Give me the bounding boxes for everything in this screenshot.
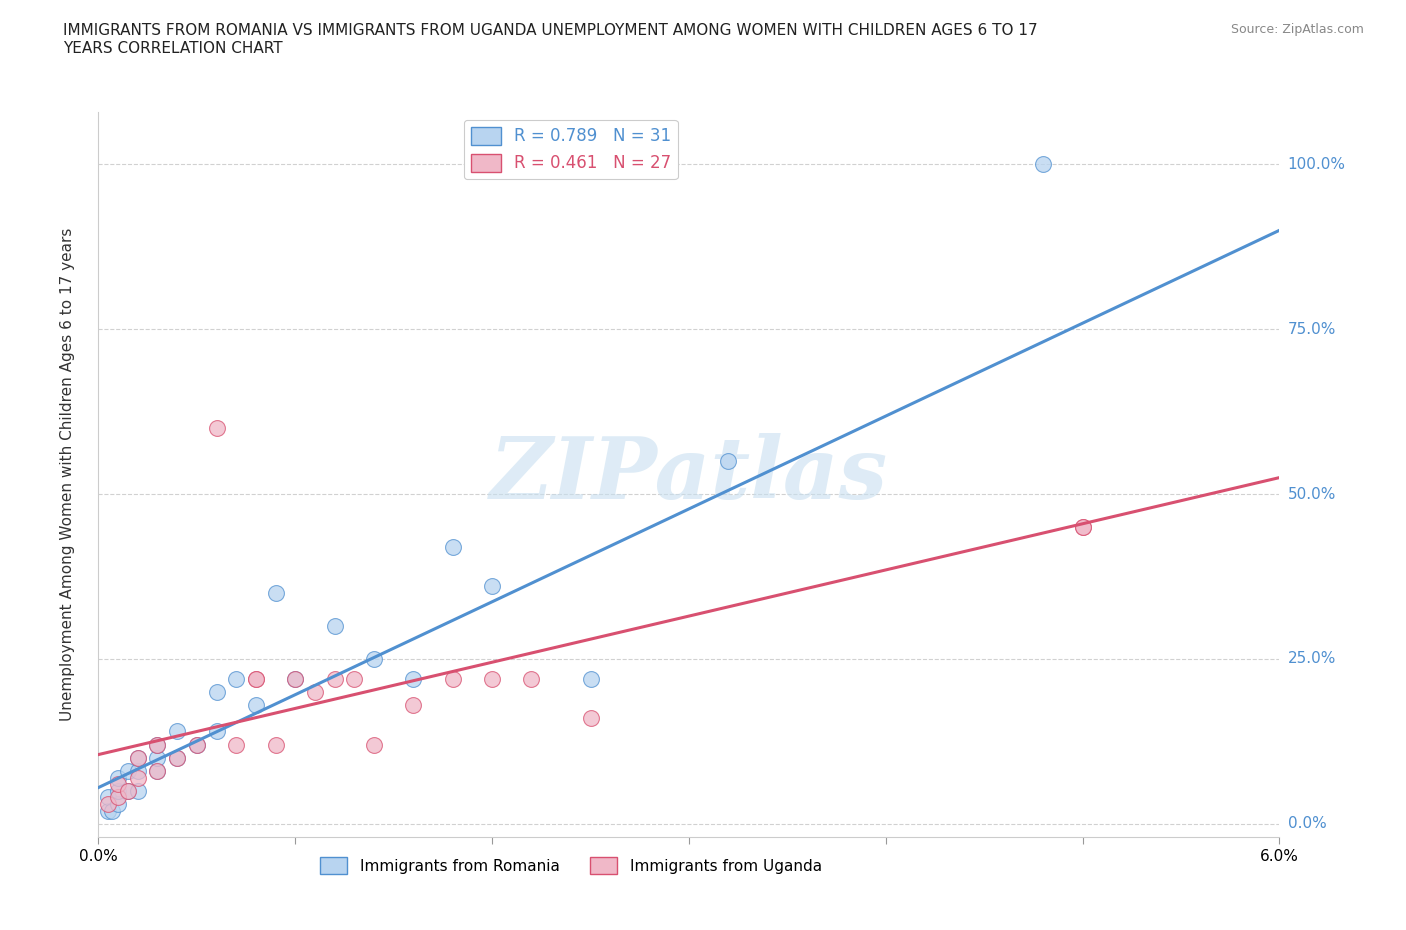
Point [117, 783, 139, 798]
Point [127, 751, 149, 765]
Text: 100.0%: 100.0% [1288, 157, 1346, 172]
Point [323, 618, 346, 633]
Point [225, 671, 247, 686]
Point [101, 804, 124, 818]
Point [146, 737, 169, 752]
Point [284, 671, 307, 686]
Point [579, 711, 602, 725]
Point [107, 790, 129, 804]
Point [402, 698, 425, 712]
Point [127, 751, 149, 765]
Point [363, 652, 385, 667]
Point [441, 671, 464, 686]
Point [97, 790, 120, 804]
Point [166, 751, 188, 765]
Point [107, 777, 129, 791]
Point [1071, 520, 1094, 535]
Point [1032, 157, 1054, 172]
Point [107, 797, 129, 812]
Point [481, 579, 503, 594]
Point [107, 770, 129, 785]
Point [245, 671, 267, 686]
Point [146, 737, 169, 752]
Point [264, 737, 287, 752]
Point [205, 420, 228, 435]
Point [402, 671, 425, 686]
Y-axis label: Unemployment Among Women with Children Ages 6 to 17 years: Unemployment Among Women with Children A… [60, 228, 75, 721]
Point [284, 671, 307, 686]
Point [127, 770, 149, 785]
Text: Source: ZipAtlas.com: Source: ZipAtlas.com [1230, 23, 1364, 36]
Point [127, 764, 149, 778]
Point [1071, 520, 1094, 535]
Text: ZIPatlas: ZIPatlas [489, 432, 889, 516]
Point [717, 454, 740, 469]
Text: 75.0%: 75.0% [1288, 322, 1336, 337]
Text: 25.0%: 25.0% [1288, 651, 1336, 667]
Text: IMMIGRANTS FROM ROMANIA VS IMMIGRANTS FROM UGANDA UNEMPLOYMENT AMONG WOMEN WITH : IMMIGRANTS FROM ROMANIA VS IMMIGRANTS FR… [63, 23, 1038, 56]
Point [146, 764, 169, 778]
Legend: Immigrants from Romania, Immigrants from Uganda: Immigrants from Romania, Immigrants from… [314, 851, 828, 880]
Point [166, 751, 188, 765]
Point [245, 698, 267, 712]
Point [304, 684, 326, 699]
Point [186, 737, 208, 752]
Point [107, 783, 129, 798]
Text: 50.0%: 50.0% [1288, 486, 1336, 501]
Point [520, 671, 543, 686]
Point [264, 586, 287, 601]
Text: 0.0%: 0.0% [1288, 817, 1326, 831]
Point [97, 804, 120, 818]
Point [117, 783, 139, 798]
Point [127, 783, 149, 798]
Point [245, 671, 267, 686]
Point [323, 671, 346, 686]
Point [579, 671, 602, 686]
Point [166, 724, 188, 739]
Point [363, 737, 385, 752]
Point [441, 539, 464, 554]
Point [117, 764, 139, 778]
Point [205, 684, 228, 699]
Point [225, 737, 247, 752]
Point [146, 764, 169, 778]
Point [343, 671, 366, 686]
Point [205, 724, 228, 739]
Point [146, 751, 169, 765]
Point [186, 737, 208, 752]
Point [481, 671, 503, 686]
Point [97, 797, 120, 812]
